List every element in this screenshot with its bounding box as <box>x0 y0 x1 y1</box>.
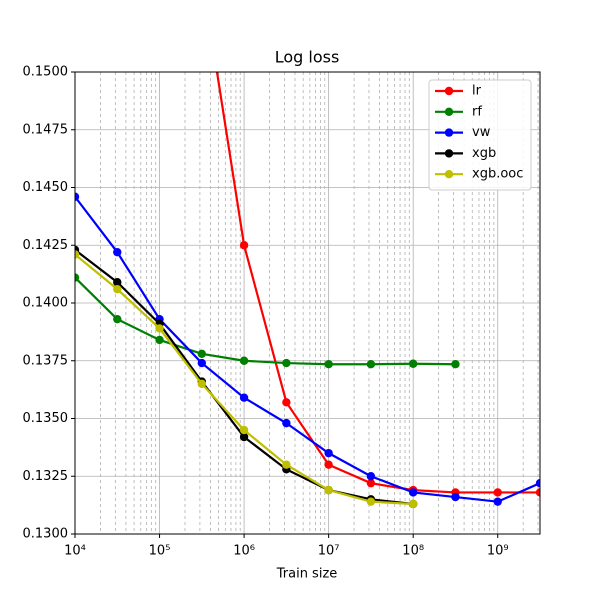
y-tick-label: 0.1400 <box>23 296 69 311</box>
legend-box <box>428 79 532 191</box>
legend-label: rf <box>472 104 482 119</box>
legend-marker <box>444 86 454 96</box>
point <box>282 418 291 428</box>
point <box>239 356 249 365</box>
series-line <box>75 276 456 366</box>
legend-marker <box>444 128 454 137</box>
y-tick-label: 0.1375 <box>23 353 69 368</box>
y-tick-label: 0.1475 <box>23 122 69 137</box>
point <box>324 360 333 369</box>
plot-frame <box>74 71 541 535</box>
point <box>282 398 291 407</box>
x-tick-label: 10⁸ <box>402 544 424 559</box>
legend-label: lr <box>472 84 482 99</box>
legend-marker <box>444 107 454 117</box>
point <box>239 425 249 435</box>
legend-label: xgb <box>472 146 496 161</box>
y-tick-label: 0.1450 <box>23 180 69 195</box>
point <box>113 314 122 324</box>
point <box>451 492 460 502</box>
point <box>366 360 376 369</box>
plot-area <box>75 72 540 509</box>
point <box>197 358 207 368</box>
point <box>366 472 376 481</box>
legend-label: xgb.ooc <box>472 167 523 182</box>
point <box>75 250 80 259</box>
point <box>493 488 502 497</box>
x-tick-label: 10⁹ <box>487 544 509 559</box>
point <box>282 460 291 469</box>
legend-label: vw <box>472 125 491 140</box>
series-line <box>75 196 540 503</box>
point <box>493 497 502 506</box>
chart-title: Log loss <box>275 48 340 67</box>
point <box>113 278 122 287</box>
point <box>155 324 164 333</box>
x-tick-label: 10⁷ <box>318 544 340 559</box>
point <box>535 478 540 488</box>
point <box>197 349 207 359</box>
point <box>239 432 249 442</box>
point <box>408 359 418 368</box>
y-tick-label: 0.1350 <box>23 411 69 426</box>
point <box>324 460 333 469</box>
y-tick-label: 0.1325 <box>23 469 69 484</box>
legend-marker <box>444 170 454 179</box>
x-axis-label: Train size <box>276 567 338 582</box>
y-tick-label: 0.1500 <box>23 65 69 80</box>
point <box>324 448 333 458</box>
point <box>113 247 122 257</box>
point <box>451 360 460 369</box>
y-tick-label: 0.1425 <box>23 238 69 253</box>
legend-marker <box>444 149 454 158</box>
point <box>324 485 333 495</box>
x-tick-label: 10⁶ <box>233 544 255 559</box>
point <box>75 273 80 282</box>
x-tick-label: 10⁵ <box>149 544 171 559</box>
point <box>366 497 376 506</box>
point <box>535 488 540 497</box>
y-tick-label: 0.1300 <box>23 527 69 542</box>
point <box>282 358 291 368</box>
point <box>408 499 418 509</box>
point <box>75 192 80 201</box>
point <box>239 241 249 250</box>
point <box>408 488 418 497</box>
point <box>155 335 164 345</box>
point <box>197 379 207 389</box>
point <box>366 478 376 488</box>
point <box>239 393 249 402</box>
point <box>113 284 122 294</box>
x-tick-label: 10⁴ <box>64 544 86 559</box>
